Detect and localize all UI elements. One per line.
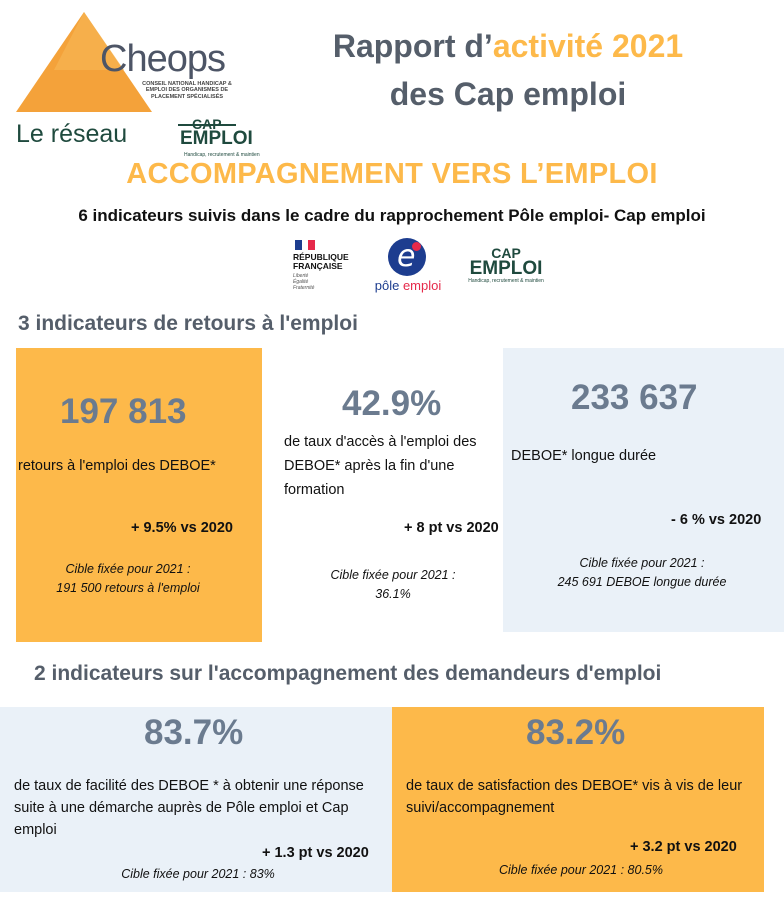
cheops-cap-emploi-logo: Cheops Conseil national handicap & emplo… <box>14 12 260 158</box>
indicator-description: de taux de facilité des DEBOE * à obteni… <box>14 778 364 838</box>
heading-support: 2 indicateurs sur l'accompagnement des d… <box>34 662 662 685</box>
indicator-delta: + 8 pt vs 2020 <box>404 520 499 536</box>
indicator-target: Cible fixée pour 2021 : 245 691 DEBOE lo… <box>517 554 767 592</box>
cap-emploi-logo: CAP EMPLOI Handicap, recrutement & maint… <box>458 246 554 298</box>
indicator-description: de taux d'accès à l'emploi des DEBOE* ap… <box>284 434 477 498</box>
indicator-delta: + 9.5% vs 2020 <box>131 520 233 536</box>
target-line-2: 245 691 DEBOE longue durée <box>557 575 727 589</box>
logo-line <box>178 124 236 126</box>
pole-emploi-e-glyph: e <box>397 239 416 274</box>
target-line-1: Cible fixée pour 2021 : <box>65 562 191 576</box>
indicator-delta: - 6 % vs 2020 <box>671 512 762 528</box>
republique-francaise-logo: RÉPUBLIQUE FRANÇAISE Liberté Égalité Frat… <box>293 240 357 298</box>
target-line-2: 191 500 retours à l'emploi <box>56 581 200 595</box>
cap-wordmark: CAP <box>192 116 222 132</box>
indicator-card-training-access: 42.9% de taux d'accès à l'emploi des DEB… <box>270 348 510 642</box>
french-flag-icon <box>295 240 316 250</box>
indicator-card-ease: 83.7% de taux de facilité des DEBOE * à … <box>0 707 392 892</box>
indicator-value: 42.9% <box>342 384 442 423</box>
title-line2: des Cap emploi <box>389 76 627 112</box>
page-title: Rapport d’activité 2021 des Cap emploi <box>258 22 758 118</box>
indicator-delta: + 3.2 pt vs 2020 <box>630 839 737 855</box>
pole-emploi-logo: e pôle emploi <box>370 238 446 298</box>
rf-motto-2: Égalité <box>293 279 309 285</box>
ce-tagline: Handicap, recrutement & maintien <box>468 278 544 284</box>
section-heading: ACCOMPAGNEMENT VERS L’EMPLOI <box>126 158 658 190</box>
heading-return-to-work: 3 indicateurs de retours à l'emploi <box>18 312 358 335</box>
logo-tagline: Handicap, recrutement & maintien <box>184 152 260 158</box>
target-line-2: 36.1% <box>375 587 411 601</box>
indicator-target: Cible fixée pour 2021 : 80.5% <box>499 863 663 877</box>
indicator-delta: + 1.3 pt vs 2020 <box>262 845 369 861</box>
rf-motto-1: Liberté <box>293 273 309 279</box>
indicator-target: Cible fixée pour 2021 : 191 500 retours … <box>24 560 232 598</box>
indicator-value: 233 637 <box>571 378 698 417</box>
indicator-card-returns: 197 813 retours à l'emploi des DEBOE* + … <box>16 348 262 642</box>
indicator-target: Cible fixée pour 2021 : 36.1% <box>300 566 486 604</box>
indicator-description: retours à l'emploi des DEBOE* <box>18 458 216 474</box>
indicator-value: 83.7% <box>144 713 244 752</box>
cheops-wordmark: Cheops <box>100 38 226 80</box>
cheops-subtitle: Conseil national handicap & emploi des o… <box>142 81 232 100</box>
indicator-target: Cible fixée pour 2021 : 83% <box>121 867 275 881</box>
target-line-1: Cible fixée pour 2021 : <box>330 568 456 582</box>
rf-line1: RÉPUBLIQUE <box>293 252 349 262</box>
indicator-description: DEBOE* longue durée <box>511 448 657 464</box>
pe-text-1: pôle <box>374 278 403 293</box>
orange-triangle-icon <box>16 12 152 112</box>
rf-motto-3: Fraternité <box>293 285 315 291</box>
reseau-wordmark: Le réseau <box>16 120 128 148</box>
emploi-wordmark: EMPLOI <box>180 128 253 149</box>
rf-line2: FRANÇAISE <box>293 261 343 271</box>
subtitle: 6 indicateurs suivis dans le cadre du ra… <box>78 206 706 225</box>
indicator-description: de taux de satisfaction des DEBOE* vis à… <box>406 778 743 816</box>
ce-cap: CAP <box>491 245 521 261</box>
pole-emploi-dot <box>412 242 421 251</box>
target-line-1: Cible fixée pour 2021 : <box>579 556 705 570</box>
indicator-card-satisfaction: 83.2% de taux de satisfaction des DEBOE*… <box>392 707 764 892</box>
pole-emploi-e-icon: e <box>388 238 426 276</box>
pe-text-2: emploi <box>402 278 442 293</box>
ce-emploi: EMPLOI <box>469 258 543 279</box>
indicator-value: 83.2% <box>526 713 626 752</box>
title-prefix: Rapport d’ <box>332 28 493 64</box>
indicator-value: 197 813 <box>60 392 187 431</box>
title-accent: activité 2021 <box>492 28 684 64</box>
indicator-card-long-term: 233 637 DEBOE* longue durée - 6 % vs 202… <box>503 348 784 632</box>
